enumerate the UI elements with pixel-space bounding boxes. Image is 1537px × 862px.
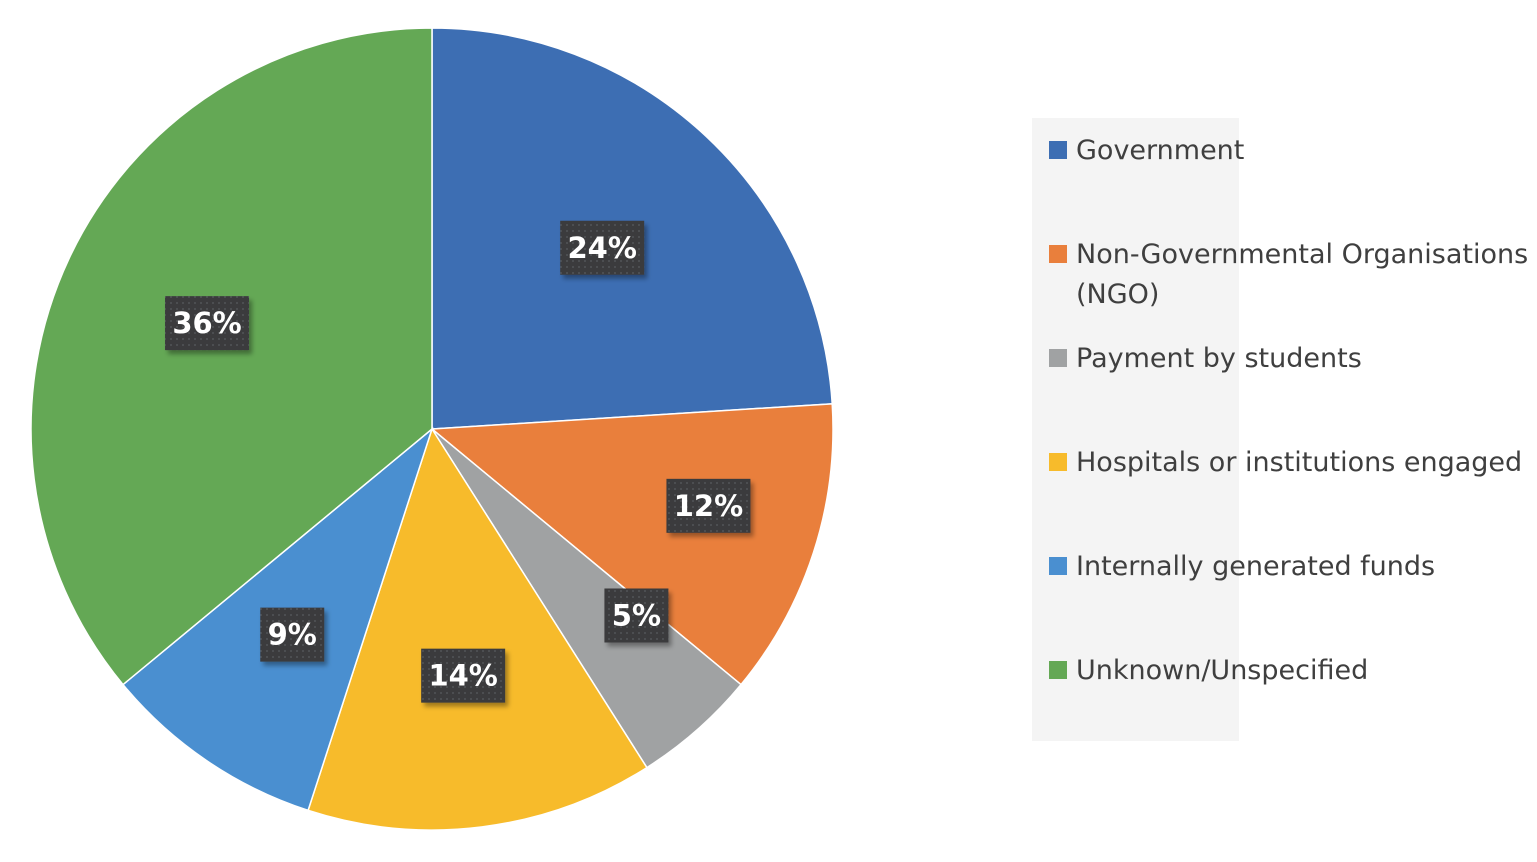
data-label-text-1: 12% xyxy=(674,489,743,523)
data-label-1: 12% xyxy=(666,478,751,533)
data-label-4: 9% xyxy=(260,607,325,662)
legend: Government Non-Governmental Organisations… xyxy=(1032,118,1528,741)
legend-swatch-3 xyxy=(1049,453,1067,471)
legend-swatch-5 xyxy=(1049,661,1067,679)
data-label-3: 14% xyxy=(421,648,506,703)
legend-swatch-0 xyxy=(1049,141,1067,159)
data-label-text-3: 14% xyxy=(428,659,497,693)
pie-slice-5 xyxy=(30,27,433,686)
legend-swatch-4 xyxy=(1049,557,1067,575)
legend-label-2: Payment by students xyxy=(1076,343,1362,374)
legend-label-5: Unknown/Unspecified xyxy=(1076,655,1368,686)
legend-label-1: Non-Governmental Organisations (NGO) xyxy=(1076,239,1528,310)
legend-label-0: Government xyxy=(1076,135,1244,166)
legend-item-1: Non-Governmental Organisations (NGO) xyxy=(1049,239,1528,310)
data-label-2: 5% xyxy=(604,588,669,643)
data-label-box-2 xyxy=(604,588,669,643)
legend-item-2: Payment by students xyxy=(1049,343,1362,374)
legend-item-0: Government xyxy=(1049,135,1244,166)
data-label-5: 36% xyxy=(165,296,250,351)
data-label-0: 24% xyxy=(560,220,645,275)
pie-data-labels: 24% 12% 5% 14% 9% 36% xyxy=(165,220,751,703)
pie-slice-1 xyxy=(430,403,834,686)
data-label-box-3 xyxy=(421,648,506,703)
data-label-text-0: 24% xyxy=(567,231,636,265)
data-label-box-5 xyxy=(165,296,250,351)
legend-label-3: Hospitals or institutions engaged xyxy=(1076,447,1522,478)
data-label-box-1 xyxy=(666,478,751,533)
data-label-box-0 xyxy=(560,220,645,275)
data-label-text-4: 9% xyxy=(268,618,317,652)
data-label-text-5: 36% xyxy=(172,306,241,340)
pie-slice-3 xyxy=(307,427,648,831)
data-label-box-4 xyxy=(260,607,325,662)
legend-background xyxy=(1032,118,1239,741)
legend-item-3: Hospitals or institutions engaged xyxy=(1049,447,1522,478)
pie-slices xyxy=(30,27,834,831)
legend-swatch-2 xyxy=(1049,349,1067,367)
data-label-text-2: 5% xyxy=(612,598,661,632)
legend-label-4: Internally generated funds xyxy=(1076,551,1435,582)
legend-swatch-1 xyxy=(1049,245,1067,263)
legend-item-5: Unknown/Unspecified xyxy=(1049,655,1368,686)
legend-item-4: Internally generated funds xyxy=(1049,551,1435,582)
